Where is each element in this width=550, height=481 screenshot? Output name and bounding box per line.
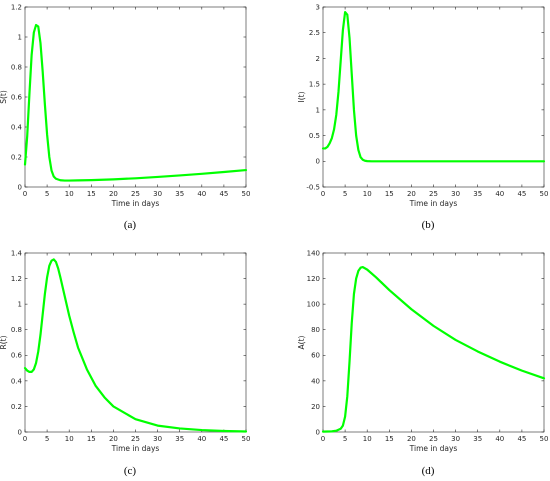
y-axis-label: I(t) — [297, 91, 306, 102]
x-tick-label: 0 — [321, 435, 325, 443]
x-tick-label: 25 — [429, 190, 438, 198]
y-tick-label: 0.6 — [11, 352, 23, 360]
y-tick-label: 1.2 — [11, 275, 22, 283]
y-tick-label: 3 — [316, 3, 320, 11]
x-tick-label: 20 — [407, 435, 416, 443]
x-tick-label: 35 — [473, 190, 482, 198]
panel-label: (d) — [422, 465, 435, 477]
y-tick-label: 0 — [18, 428, 22, 436]
x-tick-label: 45 — [219, 190, 228, 198]
x-axis-label: Time in days — [111, 199, 160, 208]
y-tick-label: 0.8 — [11, 63, 22, 71]
y-tick-label: 0 — [18, 183, 22, 191]
y-axis-label: R(t) — [0, 335, 8, 349]
x-tick-label: 30 — [451, 435, 460, 443]
y-tick-label: 1.5 — [309, 81, 320, 89]
y-tick-label: 0.2 — [11, 153, 22, 161]
y-tick-label: 140 — [307, 249, 320, 257]
y-tick-label: 100 — [307, 301, 320, 309]
y-tick-label: 1 — [316, 106, 320, 114]
y-axis-label: A(t) — [297, 335, 306, 349]
y-tick-label: 0 — [316, 428, 320, 436]
x-tick-label: 50 — [540, 435, 549, 443]
x-tick-label: 15 — [87, 435, 96, 443]
x-tick-label: 30 — [451, 190, 460, 198]
x-tick-label: 10 — [363, 435, 372, 443]
y-tick-label: 0 — [316, 158, 320, 166]
x-tick-label: 0 — [23, 190, 27, 198]
x-axis-label: Time in days — [409, 199, 458, 208]
y-tick-label: 60 — [311, 352, 320, 360]
x-tick-label: 25 — [429, 435, 438, 443]
x-tick-label: 10 — [65, 190, 74, 198]
x-tick-label: 45 — [517, 190, 526, 198]
x-tick-label: 35 — [175, 435, 184, 443]
y-tick-label: 0.5 — [309, 132, 320, 140]
y-tick-label: 0.4 — [11, 123, 23, 131]
y-tick-label: 0.8 — [11, 326, 22, 334]
x-tick-label: 5 — [343, 190, 347, 198]
x-tick-label: 5 — [45, 435, 49, 443]
x-tick-label: 20 — [109, 190, 118, 198]
y-tick-label: 1 — [18, 301, 22, 309]
panel-label: (a) — [124, 219, 137, 231]
x-tick-label: 30 — [153, 190, 162, 198]
x-tick-label: 35 — [473, 435, 482, 443]
x-tick-label: 15 — [385, 435, 394, 443]
x-tick-label: 20 — [407, 190, 416, 198]
series-line-1 — [23, 258, 248, 433]
x-tick-label: 35 — [175, 190, 184, 198]
x-tick-label: 45 — [517, 435, 526, 443]
y-tick-label: -0.5 — [306, 183, 320, 191]
x-tick-label: 45 — [219, 435, 228, 443]
x-tick-label: 0 — [321, 190, 325, 198]
panel-label: (c) — [124, 465, 137, 477]
plot-frame — [322, 6, 545, 188]
x-tick-label: 40 — [197, 435, 206, 443]
series-line-1 — [321, 11, 546, 163]
x-tick-label: 25 — [131, 435, 140, 443]
x-tick-label: 30 — [153, 435, 162, 443]
y-axis-label: S(t) — [0, 90, 8, 104]
chart-panel-4: 0 5 10 15 20 25 30 35 40 45 50 0 20 40 60 80 100 120 140 Ti… — [297, 249, 548, 477]
y-tick-label: 2 — [316, 55, 320, 63]
y-tick-label: 40 — [311, 377, 320, 385]
series-line-1 — [321, 265, 546, 433]
panel-label: (b) — [422, 219, 435, 231]
y-tick-label: 0.2 — [11, 403, 22, 411]
x-tick-label: 50 — [242, 190, 251, 198]
x-tick-label: 50 — [242, 435, 251, 443]
y-tick-label: 80 — [311, 326, 320, 334]
chart-panel-2: 0 5 10 15 20 25 30 35 40 45 50-0.500.511.522.53Tim… — [297, 3, 548, 231]
y-tick-label: 1.2 — [11, 3, 22, 11]
x-tick-label: 50 — [540, 190, 549, 198]
x-tick-label: 10 — [363, 190, 372, 198]
chart-panel-1: 0 5 10 15 20 25 30 35 40 45 50 0 0.2 0.4 0.6 0.8 1 1.2 Tim… — [0, 3, 250, 231]
y-tick-label: 0.4 — [11, 377, 23, 385]
series-line-1 — [23, 23, 248, 182]
x-tick-label: 5 — [343, 435, 347, 443]
x-tick-label: 5 — [45, 190, 49, 198]
x-tick-label: 0 — [23, 435, 27, 443]
x-tick-label: 15 — [87, 190, 96, 198]
y-tick-label: 2.5 — [309, 29, 320, 37]
y-tick-label: 120 — [307, 275, 320, 283]
y-tick-label: 20 — [311, 403, 320, 411]
x-axis-label: Time in days — [409, 444, 458, 453]
x-tick-label: 40 — [495, 190, 504, 198]
x-tick-label: 20 — [109, 435, 118, 443]
plot-frame — [24, 252, 247, 433]
x-tick-label: 25 — [131, 190, 140, 198]
y-tick-label: 1 — [18, 33, 22, 41]
y-tick-label: 0.6 — [11, 93, 23, 101]
chart-panel-3: 0 5 10 15 20 25 30 35 40 45 50 0 0.2 0.4 0.6 0.8 1 1.2 1.4… — [0, 249, 250, 477]
plot-frame — [24, 6, 247, 188]
x-tick-label: 40 — [495, 435, 504, 443]
x-tick-label: 10 — [65, 435, 74, 443]
x-axis-label: Time in days — [111, 444, 160, 453]
x-tick-label: 40 — [197, 190, 206, 198]
x-tick-label: 15 — [385, 190, 394, 198]
y-tick-label: 1.4 — [11, 249, 23, 257]
